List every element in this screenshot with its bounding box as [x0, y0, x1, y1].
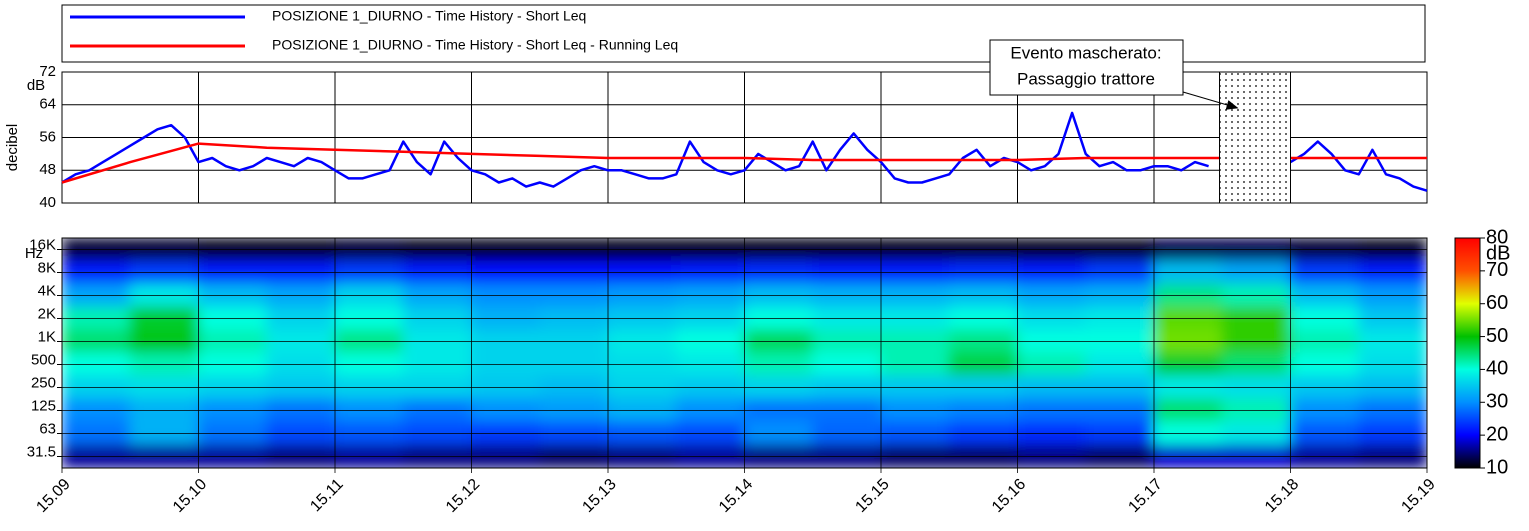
- series-line: [61, 111, 1428, 192]
- x-tick-label: 15.11: [307, 476, 347, 516]
- y-unit: dB: [27, 77, 45, 94]
- x-tick-label: 15.17: [1125, 476, 1165, 516]
- x-tick-label: 15.18: [1262, 476, 1302, 516]
- y-tick-label: 125: [31, 397, 56, 414]
- y-tick-label: 2K: [38, 305, 56, 322]
- y-tick-label: 16K: [29, 236, 56, 253]
- legend-label: POSIZIONE 1_DIURNO - Time History - Shor…: [272, 8, 586, 24]
- y-unit: Hz: [25, 245, 43, 262]
- y-tick-label: 8K: [38, 259, 56, 276]
- annotation-text: Passaggio trattore: [1017, 69, 1155, 88]
- colorbar: [1454, 237, 1481, 469]
- annotation-arrow: [1182, 91, 1239, 110]
- colorbar-tick-label: 40: [1486, 358, 1508, 380]
- x-tick-label: 15.13: [579, 476, 619, 516]
- annotation-box: [989, 39, 1184, 96]
- annotation-text: Evento mascherato:: [1010, 43, 1161, 62]
- legend-box: [61, 4, 1426, 63]
- y-tick-label: 4K: [38, 282, 56, 299]
- y-axis-label: decibel: [4, 124, 21, 172]
- x-tick-label: 15.15: [852, 476, 892, 516]
- y-tick-label: 48: [39, 161, 56, 178]
- colorbar-tick-label: 70: [1486, 259, 1508, 281]
- x-tick-label: 15.19: [1398, 476, 1438, 516]
- y-tick-label: 500: [31, 351, 56, 368]
- x-tick-label: 15.14: [716, 476, 756, 516]
- y-tick-label: 64: [39, 96, 56, 113]
- series-line: [61, 142, 1427, 184]
- x-tick-label: 15.09: [33, 476, 73, 516]
- colorbar-tick-label: 60: [1486, 292, 1508, 314]
- legend-label: POSIZIONE 1_DIURNO - Time History - Shor…: [272, 37, 678, 53]
- y-tick-label: 31.5: [27, 443, 56, 460]
- y-tick-label: 250: [31, 374, 56, 391]
- colorbar-tick-label: 10: [1486, 456, 1508, 478]
- x-tick-label: 15.12: [443, 476, 483, 516]
- x-tick-label: 15.10: [170, 476, 210, 516]
- colorbar-tick-label: 80: [1486, 226, 1508, 248]
- masked-region: [1219, 71, 1292, 204]
- y-tick-label: 63: [39, 420, 56, 437]
- x-tick-label: 15.16: [989, 476, 1029, 516]
- y-tick-label: 72: [39, 63, 56, 80]
- y-tick-label: 40: [39, 194, 56, 211]
- colorbar-unit: dB: [1486, 242, 1510, 264]
- colorbar-tick-label: 30: [1486, 391, 1508, 413]
- colorbar-tick-label: 50: [1486, 325, 1508, 347]
- y-tick-label: 1K: [38, 328, 56, 345]
- y-tick-label: 56: [39, 128, 56, 145]
- colorbar-tick-label: 20: [1486, 423, 1508, 445]
- plot-frame: [61, 237, 1428, 469]
